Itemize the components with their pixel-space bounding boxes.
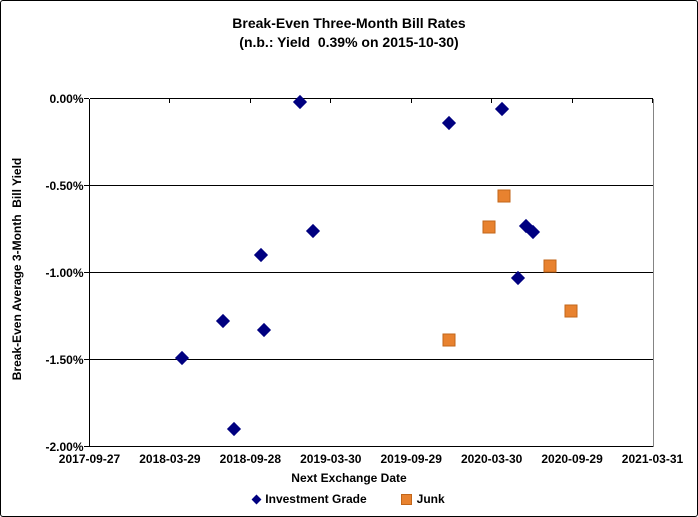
diamond-icon — [251, 494, 262, 504]
gridline — [89, 185, 653, 186]
legend-label-junk: Junk — [416, 492, 445, 506]
gridline — [89, 446, 653, 447]
x-axis-tick — [169, 99, 171, 103]
x-tick-label: 2020-03-30 — [460, 451, 523, 466]
square-icon — [400, 493, 412, 505]
x-axis-tick — [249, 99, 251, 103]
x-axis-tick — [571, 99, 573, 103]
data-point-junk — [482, 220, 496, 234]
y-axis-tick — [84, 446, 89, 447]
x-tick-label: 2017-09-27 — [58, 451, 121, 466]
data-point-investment-grade — [257, 322, 272, 337]
data-point-investment-grade — [254, 248, 269, 263]
data-point-investment-grade — [441, 115, 457, 130]
y-tick-label: -1.00% — [45, 265, 84, 280]
chart-title-block: Break-Even Three-Month Bill Rates (n.b.:… — [1, 14, 697, 52]
x-tick-label: 2019-03-30 — [300, 451, 362, 466]
data-point-investment-grade — [174, 350, 189, 365]
data-point-investment-grade — [305, 223, 320, 238]
legend-label-investment-grade: Investment Grade — [265, 492, 367, 506]
x-tick-label: 2020-09-29 — [541, 451, 603, 466]
x-axis-title: Next Exchange Date — [291, 471, 407, 485]
data-point-junk — [564, 304, 578, 318]
y-tick-label: 0.00% — [49, 91, 84, 106]
x-axis-tick — [652, 99, 653, 103]
y-tick-label: -2.00% — [45, 439, 84, 454]
y-axis-tick — [84, 98, 89, 99]
y-axis-line — [89, 98, 90, 447]
x-axis-tick — [410, 99, 412, 103]
legend-item-junk: Junk — [400, 492, 445, 506]
x-axis-line — [89, 98, 653, 99]
chart-subtitle: (n.b.: Yield 0.39% on 2015-10-30) — [239, 34, 459, 50]
x-tick-label: 2018-03-29 — [139, 451, 201, 466]
data-point-investment-grade — [215, 314, 230, 329]
x-axis-tick — [330, 99, 332, 103]
y-tick-label: -1.50% — [45, 352, 84, 367]
data-point-junk — [497, 189, 511, 203]
data-point-investment-grade — [226, 422, 241, 437]
plot-border-right — [652, 98, 654, 447]
data-point-junk — [442, 333, 456, 347]
y-axis-tick — [84, 185, 89, 186]
x-axis-tick — [89, 99, 90, 103]
y-axis-tick — [84, 359, 89, 360]
legend: Investment Grade Junk — [1, 492, 697, 506]
y-axis-title: Break-Even Average 3-Month Bill Yield — [10, 157, 24, 381]
chart-title: Break-Even Three-Month Bill Rates — [232, 15, 466, 31]
gridline — [89, 359, 653, 360]
data-point-junk — [543, 259, 557, 273]
legend-item-investment-grade: Investment Grade — [251, 492, 367, 506]
gridline — [89, 272, 653, 273]
y-axis-tick — [84, 272, 89, 273]
x-tick-label: 2019-09-29 — [380, 451, 442, 466]
x-tick-label: 2021-03-31 — [621, 451, 684, 466]
y-tick-label: -0.50% — [45, 178, 84, 193]
x-tick-label: 2018-09-28 — [219, 451, 282, 466]
x-axis-tick — [491, 99, 493, 103]
data-point-investment-grade — [494, 101, 509, 117]
